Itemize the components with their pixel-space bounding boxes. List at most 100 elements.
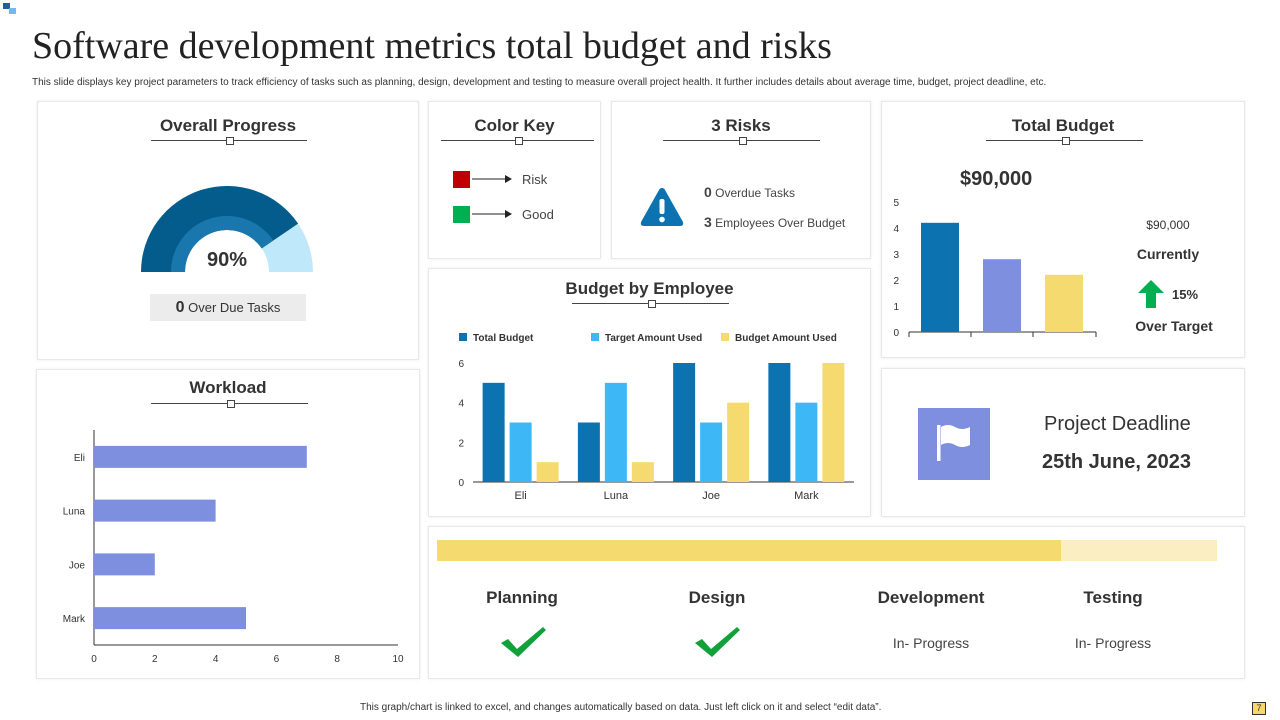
risk-employees-line: 3 Employees Over Budget bbox=[704, 214, 845, 230]
slide-description: This slide displays key project paramete… bbox=[32, 77, 1047, 88]
stage-development-name: Development bbox=[877, 588, 985, 607]
project-deadline-date: 25th June, 2023 bbox=[1042, 451, 1191, 473]
y-tick-label: 0 bbox=[458, 478, 464, 489]
legend-label-2: Target Amount Used bbox=[605, 333, 702, 344]
risk-swatch bbox=[453, 170, 470, 188]
title-rule bbox=[151, 400, 308, 408]
budget-bar-2 bbox=[983, 259, 1021, 332]
x-tick-label: Joe bbox=[702, 490, 720, 502]
overall-progress-title: Overall Progress bbox=[159, 116, 297, 135]
risk-label: Risk bbox=[522, 171, 548, 187]
workload-chart: 0 2 4 6 8 10 Eli Luna Joe Mark bbox=[63, 430, 404, 665]
flag-icon bbox=[937, 425, 970, 461]
color-key-good-row: Good bbox=[453, 204, 554, 224]
warning-icon bbox=[640, 188, 684, 226]
stage-development-status: In- Progress bbox=[892, 635, 970, 651]
bar-joe-1 bbox=[673, 363, 696, 482]
color-key-panel: Color Key Risk Good bbox=[428, 101, 601, 259]
budget-bar-3 bbox=[1045, 274, 1083, 332]
y-tick-label: 2 bbox=[458, 438, 464, 449]
bar-luna-3 bbox=[631, 462, 654, 482]
page-number: 7 bbox=[1252, 702, 1266, 715]
arrow-right-icon bbox=[472, 175, 512, 183]
flag-icon-box bbox=[918, 408, 990, 480]
workload-bar-luna bbox=[94, 499, 216, 522]
good-label: Good bbox=[522, 206, 554, 222]
currently-label: Currently bbox=[1136, 246, 1200, 262]
good-swatch bbox=[453, 205, 470, 223]
stage-testing-name: Testing bbox=[1083, 588, 1143, 607]
legend-swatch-2 bbox=[591, 333, 599, 341]
y-tick-label: 6 bbox=[458, 359, 464, 370]
workload-bar-eli bbox=[94, 445, 307, 468]
gauge-inner-ring bbox=[171, 216, 274, 272]
budget-bar-1 bbox=[921, 222, 959, 332]
x-tick-label: 4 bbox=[213, 654, 219, 665]
title-rule bbox=[986, 137, 1143, 145]
legend-swatch-3 bbox=[721, 333, 729, 341]
overall-progress-bar bbox=[437, 540, 1217, 561]
title-rule bbox=[441, 137, 594, 145]
total-budget-panel: Total Budget $90,000 0 1 2 3 4 5 $90,000 Curr… bbox=[881, 101, 1245, 358]
y-tick-label: 3 bbox=[893, 250, 899, 261]
overdue-task-count: 0 bbox=[704, 184, 712, 200]
x-tick-label: 10 bbox=[392, 654, 404, 665]
y-tick-label: 4 bbox=[893, 224, 899, 235]
footer-note: This graph/chart is linked to excel, and… bbox=[360, 702, 882, 713]
arrow-up-icon bbox=[1138, 280, 1164, 308]
over-target-label: Over Target bbox=[1135, 318, 1213, 334]
stages-panel: Planning Design Development Testing In- … bbox=[428, 526, 1245, 679]
progress-bar-fill bbox=[437, 540, 1061, 561]
project-deadline-label: Project Deadline bbox=[1044, 413, 1191, 435]
workload-bar-mark bbox=[94, 607, 246, 630]
legend-label-1: Total Budget bbox=[473, 333, 534, 344]
title-rule bbox=[151, 137, 307, 145]
x-tick-label: Eli bbox=[515, 490, 527, 502]
employees-over-count: 3 bbox=[704, 214, 712, 230]
budget-by-employee-chart: Total Budget Target Amount Used Budget Amo… bbox=[458, 333, 854, 502]
risks-panel: 3 Risks 0 Overdue Tasks 3 Employees Over… bbox=[611, 101, 871, 259]
stage-planning-name: Planning bbox=[486, 588, 558, 607]
y-tick-label: Mark bbox=[63, 614, 86, 625]
overdue-count: 0 bbox=[175, 299, 185, 316]
y-tick-label: Eli bbox=[74, 453, 85, 464]
corner-logo-icon bbox=[3, 3, 16, 14]
color-key-risk-row: Risk bbox=[453, 169, 547, 189]
y-tick-label: 4 bbox=[458, 399, 464, 410]
y-tick-label: 1 bbox=[893, 302, 899, 313]
x-tick-label: Luna bbox=[604, 490, 629, 502]
overdue-label: Over Due Tasks bbox=[188, 300, 281, 315]
overdue-task-label: Overdue Tasks bbox=[715, 186, 795, 200]
bar-mark-1 bbox=[768, 363, 791, 482]
workload-title: Workload bbox=[189, 378, 267, 397]
y-tick-label: 5 bbox=[893, 198, 899, 209]
y-tick-label: Joe bbox=[69, 560, 86, 571]
x-tick-label: 6 bbox=[274, 654, 280, 665]
workload-bar-joe bbox=[94, 553, 155, 576]
gauge-percent-label: 90% bbox=[207, 249, 247, 271]
overdue-tasks-badge: 0 Over Due Tasks bbox=[150, 294, 306, 321]
budget-side-amount: $90,000 bbox=[1146, 218, 1190, 232]
total-budget-amount: $90,000 bbox=[960, 168, 1033, 190]
x-tick-label: 8 bbox=[334, 654, 340, 665]
total-budget-chart: 0 1 2 3 4 5 bbox=[893, 198, 1097, 339]
legend-swatch-1 bbox=[459, 333, 467, 341]
risk-overdue-line: 0 Overdue Tasks bbox=[704, 184, 795, 200]
total-budget-title: Total Budget bbox=[1011, 116, 1115, 135]
x-tick-label: 2 bbox=[152, 654, 158, 665]
legend-label-3: Budget Amount Used bbox=[735, 333, 837, 344]
title-rule bbox=[663, 137, 820, 145]
stage-testing-status: In- Progress bbox=[1074, 635, 1152, 651]
check-icon bbox=[695, 627, 740, 657]
bar-joe-2 bbox=[700, 422, 723, 482]
risks-title: 3 Risks bbox=[711, 116, 771, 135]
color-key-title: Color Key bbox=[474, 116, 555, 135]
y-tick-label: 2 bbox=[893, 276, 899, 287]
y-tick-label: Luna bbox=[63, 507, 86, 518]
budget-by-employee-title: Budget by Employee bbox=[565, 279, 734, 298]
progress-gauge-chart: 90% bbox=[141, 186, 313, 272]
x-tick-label: Mark bbox=[794, 490, 819, 502]
employees-over-label: Employees Over Budget bbox=[715, 216, 846, 230]
bar-mark-3 bbox=[822, 363, 845, 482]
x-tick-label: 0 bbox=[91, 654, 97, 665]
